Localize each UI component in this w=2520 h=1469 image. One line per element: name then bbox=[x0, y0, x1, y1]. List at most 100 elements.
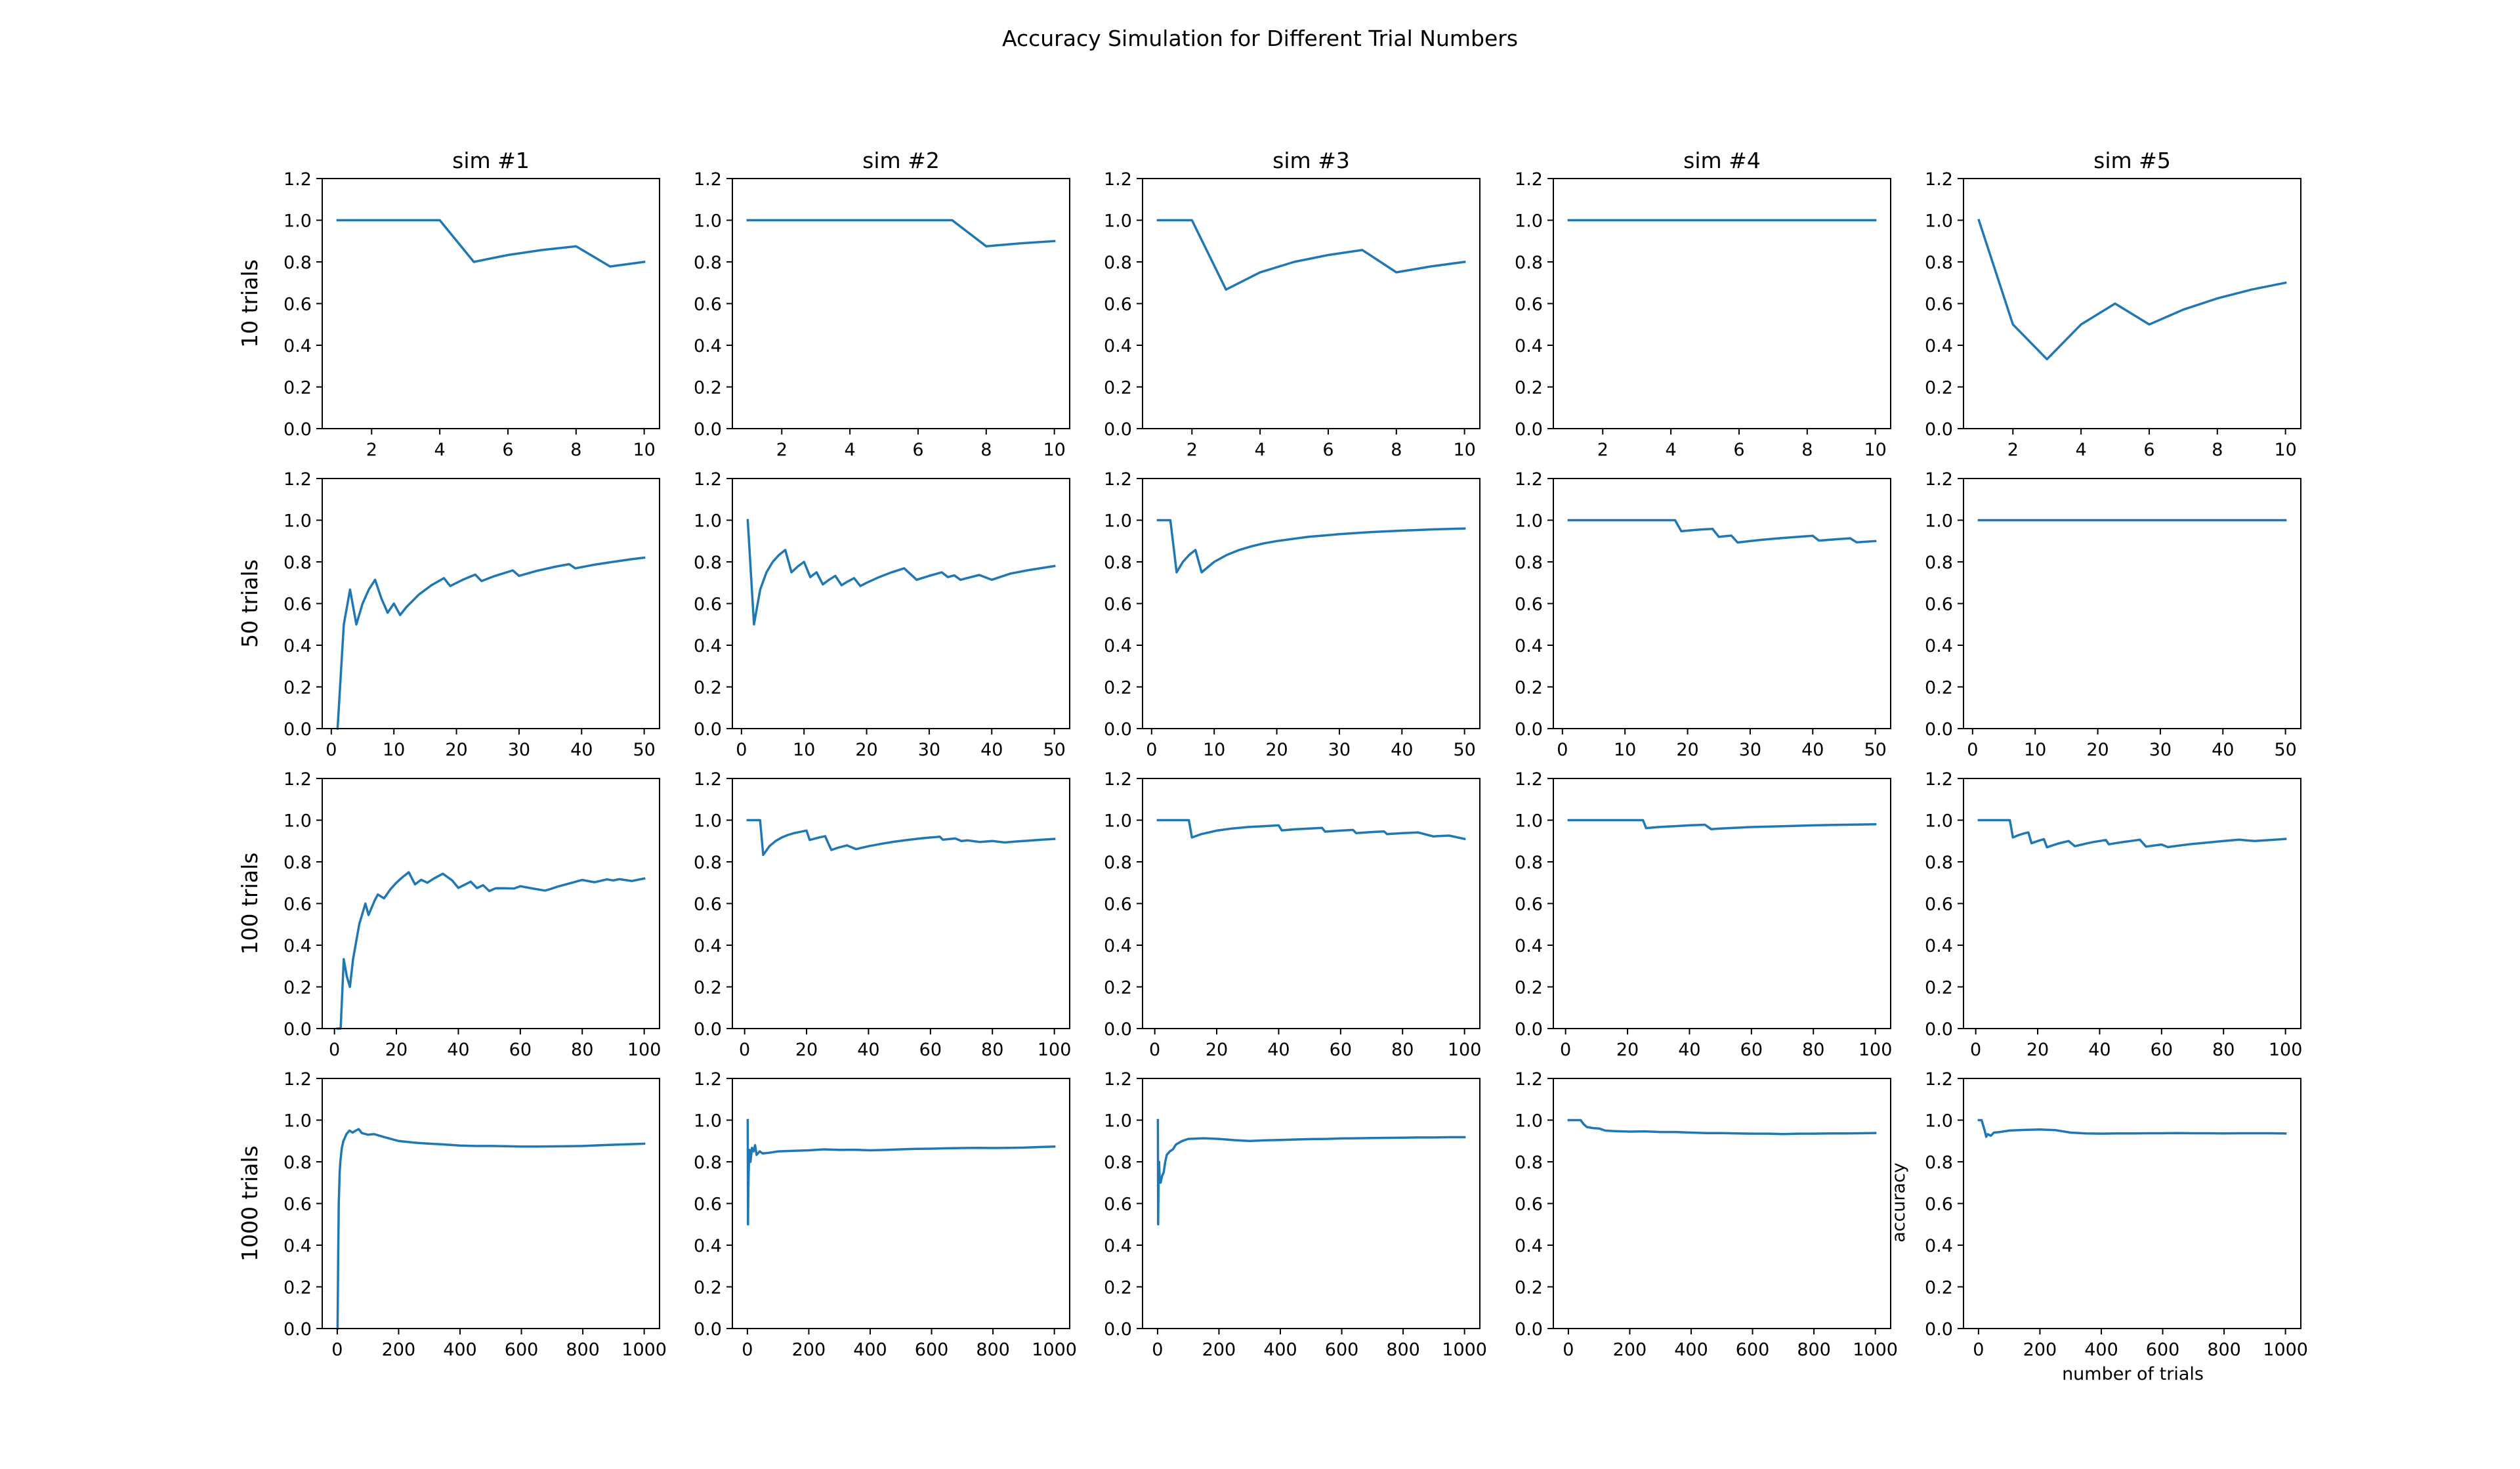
x-tick-label: 400 bbox=[2084, 1340, 2118, 1360]
y-tick-label: 1.2 bbox=[1104, 169, 1132, 190]
x-tick-label: 40 bbox=[2212, 740, 2234, 760]
x-tick-label: 20 bbox=[445, 740, 467, 760]
y-tick-label: 0.4 bbox=[1925, 336, 1953, 356]
x-tick-label: 50 bbox=[2274, 740, 2296, 760]
y-tick-label: 0.2 bbox=[1515, 978, 1543, 998]
x-tick-label: 0 bbox=[1146, 740, 1157, 760]
x-tick-label: 6 bbox=[502, 440, 513, 460]
row-label-4: 1000 trials bbox=[237, 1145, 262, 1262]
x-tick-label: 400 bbox=[1263, 1340, 1297, 1360]
x-tick-label: 0 bbox=[742, 1340, 753, 1360]
y-tick-label: 0.8 bbox=[694, 553, 722, 573]
x-tick-label: 40 bbox=[1391, 740, 1413, 760]
y-tick-label: 0.2 bbox=[1515, 1278, 1543, 1298]
y-tick-label: 0.8 bbox=[1515, 853, 1543, 873]
y-tick-label: 0.6 bbox=[284, 1195, 312, 1215]
y-tick-label: 0.4 bbox=[1515, 636, 1543, 656]
y-tick-label: 1.0 bbox=[1515, 511, 1543, 532]
x-tick-label: 40 bbox=[980, 740, 1003, 760]
y-tick-label: 0.6 bbox=[1104, 595, 1132, 615]
y-tick-label: 1.2 bbox=[284, 169, 312, 190]
y-tick-label: 0.8 bbox=[1515, 1153, 1543, 1173]
y-tick-label: 0.0 bbox=[1104, 1019, 1132, 1040]
y-tick-label: 1.2 bbox=[1515, 469, 1543, 490]
y-tick-label: 0.0 bbox=[1104, 1319, 1132, 1340]
y-tick-label: 1.0 bbox=[1104, 1111, 1132, 1132]
x-tick-label: 8 bbox=[1801, 440, 1813, 460]
x-tick-label: 800 bbox=[1386, 1340, 1420, 1360]
y-tick-label: 0.0 bbox=[1925, 1019, 1953, 1040]
x-axis-label: number of trials bbox=[2062, 1364, 2204, 1384]
y-tick-label: 0.4 bbox=[1925, 936, 1953, 956]
x-tick-label: 10 bbox=[1203, 740, 1225, 760]
y-tick-label: 0.6 bbox=[694, 895, 722, 915]
x-tick-label: 0 bbox=[326, 740, 337, 760]
y-tick-label: 0.4 bbox=[1515, 336, 1543, 356]
x-tick-label: 50 bbox=[633, 740, 655, 760]
y-tick-label: 0.0 bbox=[284, 719, 312, 740]
x-tick-label: 200 bbox=[382, 1340, 416, 1360]
x-tick-label: 20 bbox=[1616, 1040, 1639, 1060]
y-tick-label: 1.0 bbox=[1925, 1111, 1953, 1132]
y-tick-label: 0.6 bbox=[1515, 595, 1543, 615]
x-tick-label: 4 bbox=[1666, 440, 1677, 460]
x-tick-label: 20 bbox=[2026, 1040, 2049, 1060]
x-tick-label: 200 bbox=[1202, 1340, 1236, 1360]
x-tick-label: 60 bbox=[1740, 1040, 1763, 1060]
column-title-sim-5: sim #5 bbox=[2093, 148, 2171, 173]
x-tick-label: 50 bbox=[1453, 740, 1475, 760]
y-tick-label: 0.6 bbox=[1104, 1195, 1132, 1215]
x-tick-label: 40 bbox=[570, 740, 593, 760]
y-tick-label: 1.0 bbox=[284, 811, 312, 832]
x-tick-label: 20 bbox=[795, 1040, 818, 1060]
x-tick-label: 40 bbox=[857, 1040, 879, 1060]
y-tick-label: 0.4 bbox=[1925, 636, 1953, 656]
y-tick-label: 1.2 bbox=[1515, 1069, 1543, 1090]
y-tick-label: 1.2 bbox=[1515, 169, 1543, 190]
y-tick-label: 0.8 bbox=[1925, 853, 1953, 873]
x-tick-label: 10 bbox=[1864, 440, 1886, 460]
y-tick-label: 0.4 bbox=[284, 936, 312, 956]
x-tick-label: 80 bbox=[1391, 1040, 1414, 1060]
x-tick-label: 2 bbox=[366, 440, 377, 460]
x-tick-label: 8 bbox=[1391, 440, 1402, 460]
y-tick-label: 0.6 bbox=[1515, 295, 1543, 315]
x-tick-label: 8 bbox=[980, 440, 992, 460]
y-tick-label: 0.6 bbox=[694, 1195, 722, 1215]
column-title-sim-4: sim #4 bbox=[1683, 148, 1761, 173]
x-tick-label: 10 bbox=[1453, 440, 1475, 460]
x-tick-label: 0 bbox=[1152, 1340, 1163, 1360]
x-tick-label: 0 bbox=[1560, 1040, 1571, 1060]
x-tick-label: 10 bbox=[633, 440, 655, 460]
x-tick-label: 0 bbox=[1970, 1040, 1981, 1060]
y-tick-label: 0.0 bbox=[694, 419, 722, 440]
y-tick-label: 0.6 bbox=[1104, 295, 1132, 315]
x-tick-label: 4 bbox=[2076, 440, 2087, 460]
y-tick-label: 1.2 bbox=[284, 1069, 312, 1090]
y-tick-label: 1.2 bbox=[1515, 769, 1543, 790]
x-tick-label: 60 bbox=[919, 1040, 942, 1060]
y-axis-label: accuracy bbox=[1889, 1162, 1909, 1243]
y-tick-label: 1.2 bbox=[1925, 1069, 1953, 1090]
x-tick-label: 0 bbox=[736, 740, 747, 760]
x-tick-label: 1000 bbox=[1853, 1340, 1898, 1360]
x-tick-label: 20 bbox=[1676, 740, 1698, 760]
x-tick-label: 40 bbox=[1678, 1040, 1700, 1060]
x-tick-label: 20 bbox=[2086, 740, 2109, 760]
y-tick-label: 0.6 bbox=[694, 295, 722, 315]
x-tick-label: 50 bbox=[1864, 740, 1886, 760]
y-tick-label: 1.0 bbox=[1925, 811, 1953, 832]
x-tick-label: 20 bbox=[855, 740, 877, 760]
y-tick-label: 1.0 bbox=[1925, 511, 1953, 532]
x-tick-label: 80 bbox=[1802, 1040, 1824, 1060]
y-tick-label: 1.2 bbox=[694, 769, 722, 790]
x-tick-label: 50 bbox=[1043, 740, 1065, 760]
y-tick-label: 0.8 bbox=[1925, 553, 1953, 573]
column-title-sim-1: sim #1 bbox=[452, 148, 530, 173]
y-tick-label: 0.4 bbox=[1104, 336, 1132, 356]
x-tick-label: 600 bbox=[2146, 1340, 2180, 1360]
x-tick-label: 0 bbox=[1149, 1040, 1160, 1060]
x-tick-label: 100 bbox=[627, 1040, 662, 1060]
x-tick-label: 1000 bbox=[1032, 1340, 1077, 1360]
y-tick-label: 1.0 bbox=[694, 1111, 722, 1132]
